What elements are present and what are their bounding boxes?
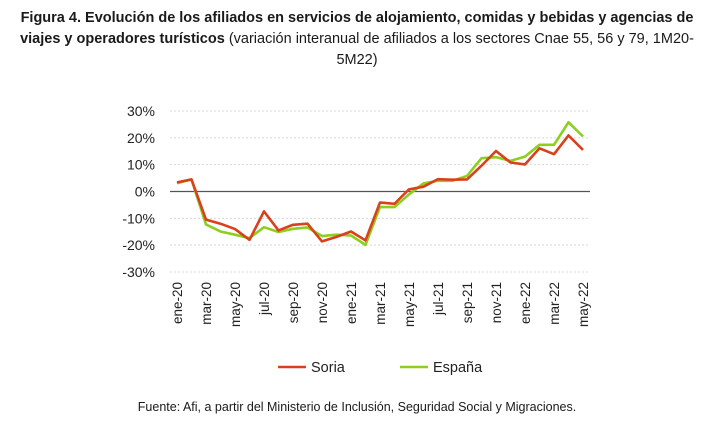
x-tick-label: ene-20 xyxy=(170,282,185,324)
y-tick-label: 10% xyxy=(127,157,155,173)
y-tick-label: 0% xyxy=(135,184,155,200)
x-tick-label: may-22 xyxy=(576,282,591,327)
x-tick-label: sep-20 xyxy=(286,282,301,323)
y-tick-label: -20% xyxy=(122,237,155,253)
x-tick-label: nov-21 xyxy=(489,282,504,323)
x-tick-label: mar-20 xyxy=(199,282,214,325)
x-tick-label: may-21 xyxy=(402,282,417,327)
legend-label: España xyxy=(433,360,483,376)
series-line-soria xyxy=(176,134,584,243)
y-tick-label: 20% xyxy=(127,130,155,146)
x-tick-label: ene-21 xyxy=(344,282,359,324)
source-note: Fuente: Afi, a partir del Ministerio de … xyxy=(137,400,577,414)
legend-label: Soria xyxy=(311,360,346,376)
x-tick-label: mar-22 xyxy=(547,282,562,325)
x-tick-label: jul-21 xyxy=(431,282,446,316)
series-line-españa xyxy=(176,120,584,247)
x-tick-label: ene-22 xyxy=(518,282,533,324)
x-tick-label: mar-21 xyxy=(373,282,388,325)
x-tick-label: may-20 xyxy=(228,282,243,327)
x-tick-label: nov-20 xyxy=(315,282,330,323)
y-tick-label: 30% xyxy=(127,103,155,119)
title-bold: Figura 4. Evolución de los afiliados en … xyxy=(20,10,694,47)
y-tick-label: -10% xyxy=(122,210,155,226)
x-tick-label: sep-21 xyxy=(460,282,475,323)
y-tick-label: -30% xyxy=(122,264,155,280)
x-tick-label: jul-20 xyxy=(257,282,272,316)
title-subtitle: (variación interanual de afiliados a los… xyxy=(224,31,694,68)
chart-title: Figura 4. Evolución de los afiliados en … xyxy=(0,8,714,71)
line-chart: 30% 20% 10% 0% -10% -20% -30% ene-20 mar-20 may-2… xyxy=(122,103,591,376)
